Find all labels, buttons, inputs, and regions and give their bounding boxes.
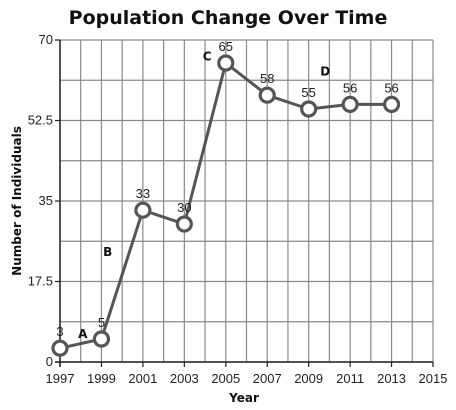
annotation-label: B bbox=[103, 245, 112, 259]
x-tick-label: 2015 bbox=[419, 371, 448, 386]
data-label: 56 bbox=[343, 80, 357, 95]
x-axis-ticks: 1997 1999 2001 2003 2005 2007 2009 2011 2013 2015 bbox=[46, 362, 448, 386]
data-label: 56 bbox=[384, 80, 398, 95]
chart-title: Population Change Over Time bbox=[69, 7, 388, 29]
x-tick-label: 2007 bbox=[253, 371, 282, 386]
data-label: 65 bbox=[219, 39, 233, 54]
y-tick-label: 17.5 bbox=[28, 274, 53, 289]
y-tick-label: 35 bbox=[39, 193, 53, 208]
x-axis-label: Year bbox=[228, 391, 259, 405]
x-tick-label: 2001 bbox=[128, 371, 157, 386]
y-axis-ticks: 0 17.5 35 52.5 70 bbox=[28, 32, 60, 369]
x-tick-label: 2013 bbox=[377, 371, 406, 386]
chart-grid bbox=[59, 39, 434, 363]
y-tick-label: 0 bbox=[46, 354, 53, 369]
data-point bbox=[258, 86, 276, 104]
x-tick-label: 1997 bbox=[46, 371, 75, 386]
x-tick-label: 2003 bbox=[170, 371, 199, 386]
annotation-label: D bbox=[320, 64, 330, 78]
population-series bbox=[51, 54, 401, 357]
data-point bbox=[134, 201, 152, 219]
data-point bbox=[92, 330, 111, 348]
data-label: 33 bbox=[136, 186, 150, 201]
x-tick-label: 2011 bbox=[336, 371, 364, 386]
data-point bbox=[341, 95, 359, 114]
data-label: 55 bbox=[301, 85, 315, 100]
annotation-label: A bbox=[78, 327, 88, 341]
chart-axes bbox=[55, 40, 433, 367]
data-label: 3 bbox=[56, 324, 63, 339]
y-tick-label: 70 bbox=[39, 32, 53, 47]
x-tick-label: 2005 bbox=[211, 371, 240, 386]
data-label: 30 bbox=[177, 200, 191, 215]
data-point bbox=[382, 95, 401, 114]
annotation-label: C bbox=[203, 50, 212, 64]
y-tick-label: 52.5 bbox=[28, 113, 53, 128]
data-point bbox=[175, 215, 193, 233]
annotations: A B C D bbox=[78, 50, 330, 341]
data-label: 58 bbox=[260, 71, 274, 86]
x-tick-label: 2009 bbox=[294, 371, 323, 386]
data-label: 5 bbox=[98, 315, 105, 330]
data-point bbox=[300, 100, 318, 118]
data-point bbox=[217, 54, 235, 72]
data-labels: 3 5 33 30 65 58 55 56 56 bbox=[56, 39, 398, 339]
y-axis-label: Number of Individuals bbox=[10, 126, 24, 276]
data-point bbox=[51, 339, 69, 357]
x-tick-label: 1999 bbox=[87, 371, 116, 386]
